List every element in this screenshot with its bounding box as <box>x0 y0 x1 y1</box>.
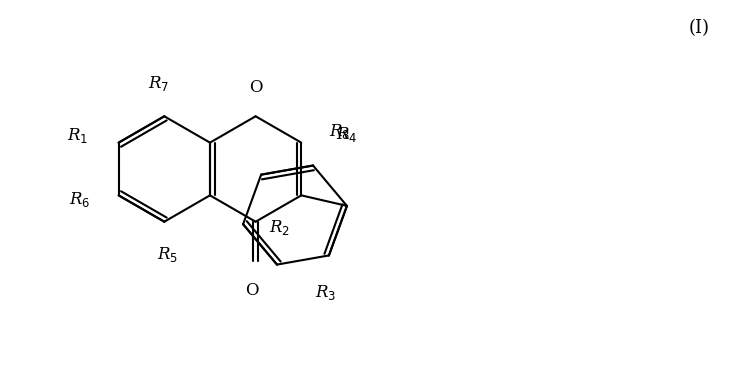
Text: R$_7$: R$_7$ <box>148 74 169 93</box>
Text: R$_3$: R$_3$ <box>315 283 336 302</box>
Text: O: O <box>245 282 259 299</box>
Text: R$_2$: R$_2$ <box>269 218 290 237</box>
Text: R$_4$: R$_4$ <box>336 125 358 144</box>
Text: R$_5$: R$_5$ <box>157 245 178 264</box>
Text: O: O <box>249 79 263 96</box>
Text: (I): (I) <box>689 19 709 38</box>
Text: R$_8$: R$_8$ <box>329 122 351 141</box>
Text: R$_6$: R$_6$ <box>69 190 91 208</box>
Text: R$_1$: R$_1$ <box>66 126 88 145</box>
